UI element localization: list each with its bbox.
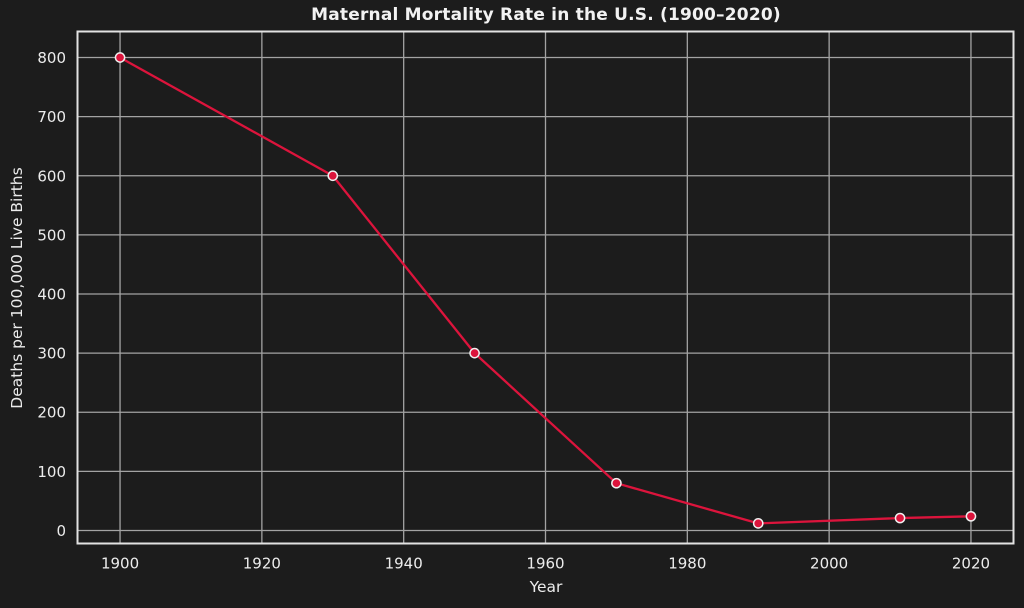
- plot-border: [76, 30, 1015, 545]
- data-point-marker: [611, 477, 622, 489]
- x-tick-label: 2000: [810, 555, 848, 573]
- x-tick-label: 1980: [668, 555, 706, 573]
- data-point-marker: [469, 347, 480, 359]
- data-point-marker: [965, 510, 977, 522]
- y-tick-label: 700: [37, 108, 66, 126]
- data-point-marker: [894, 512, 906, 524]
- y-axis-label: Deaths per 100,000 Live Births: [8, 167, 26, 409]
- y-tick-label: 400: [37, 286, 66, 304]
- y-tick-label: 100: [37, 463, 66, 481]
- data-point-marker: [327, 170, 339, 182]
- chart-title: Maternal Mortality Rate in the U.S. (190…: [311, 5, 781, 25]
- data-point-marker: [752, 518, 764, 529]
- x-axis-label: Year: [529, 578, 563, 596]
- x-tick-label: 1940: [385, 555, 423, 573]
- y-tick-label: 200: [37, 404, 66, 422]
- x-tick-label: 1900: [101, 555, 139, 573]
- x-tick-label: 2020: [952, 555, 990, 573]
- x-tick-label: 1960: [526, 555, 564, 573]
- data-point-marker: [114, 52, 126, 63]
- y-tick-label: 500: [37, 226, 66, 244]
- y-tick-label: 800: [37, 49, 66, 67]
- y-tick-label: 600: [37, 167, 66, 185]
- y-tick-label: 0: [56, 522, 66, 540]
- x-tick-label: 1920: [243, 555, 281, 573]
- y-tick-label: 300: [37, 345, 66, 363]
